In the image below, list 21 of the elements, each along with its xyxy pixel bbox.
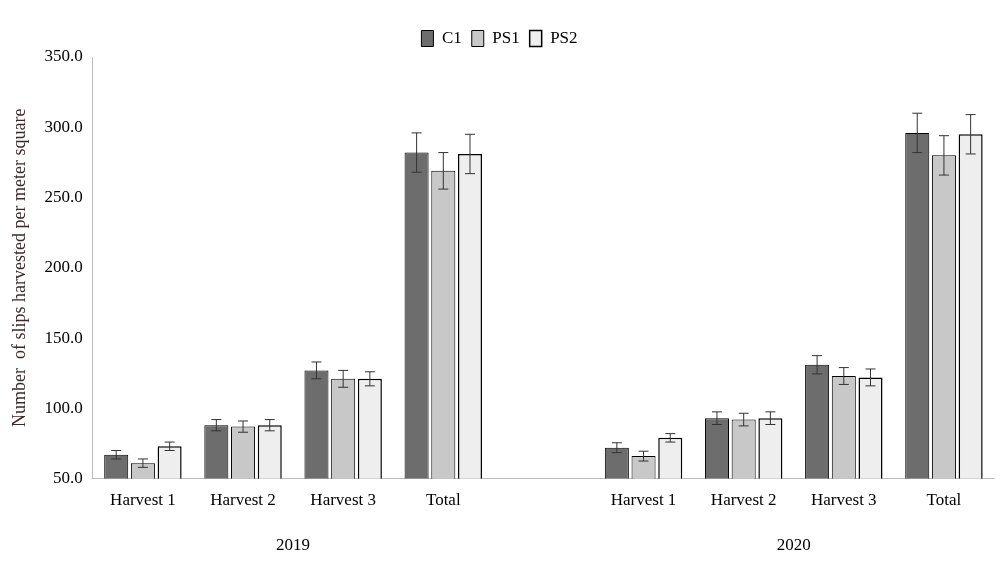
x-tick-label: Harvest 2 bbox=[710, 490, 777, 510]
y-tick-label: 350.0 bbox=[44, 46, 83, 66]
legend-label: PS2 bbox=[550, 27, 578, 47]
y-tick-label: 150.0 bbox=[44, 327, 83, 347]
y-axis-title: Number of slips harvested per meter square bbox=[8, 108, 29, 427]
x-tick-label: Harvest 1 bbox=[110, 490, 176, 510]
y-tick-label: 200.0 bbox=[44, 257, 83, 277]
x-tick-label: Harvest 2 bbox=[210, 490, 276, 510]
legend-label: C1 bbox=[441, 27, 462, 47]
y-tick-label: 250.0 bbox=[44, 187, 83, 206]
y-tick-label: 50.0 bbox=[53, 468, 83, 488]
x-tick-label: Harvest 1 bbox=[610, 490, 677, 510]
text: 2019 bbox=[276, 534, 311, 554]
y-tick-label: 100.0 bbox=[44, 397, 83, 417]
x-tick-label: Harvest 3 bbox=[811, 490, 877, 510]
x-tick-label: Harvest 3 bbox=[310, 490, 376, 510]
x-tick-label: Total bbox=[926, 490, 962, 510]
x-tick-label: Total bbox=[425, 490, 461, 510]
text: 2020 bbox=[776, 534, 811, 554]
y-tick-label: 300.0 bbox=[44, 116, 83, 136]
legend-label: PS1 bbox=[492, 27, 520, 47]
